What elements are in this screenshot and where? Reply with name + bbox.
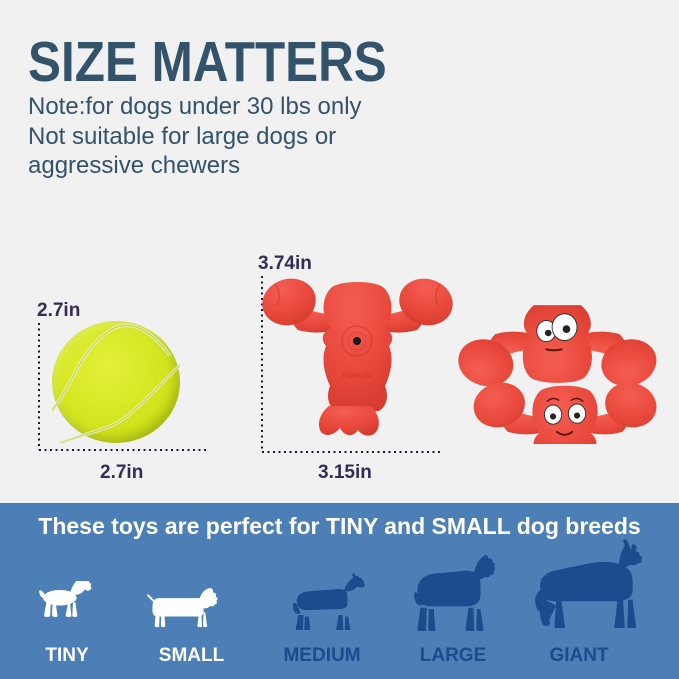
svg-text:Pawbibi: Pawbibi xyxy=(342,371,372,380)
